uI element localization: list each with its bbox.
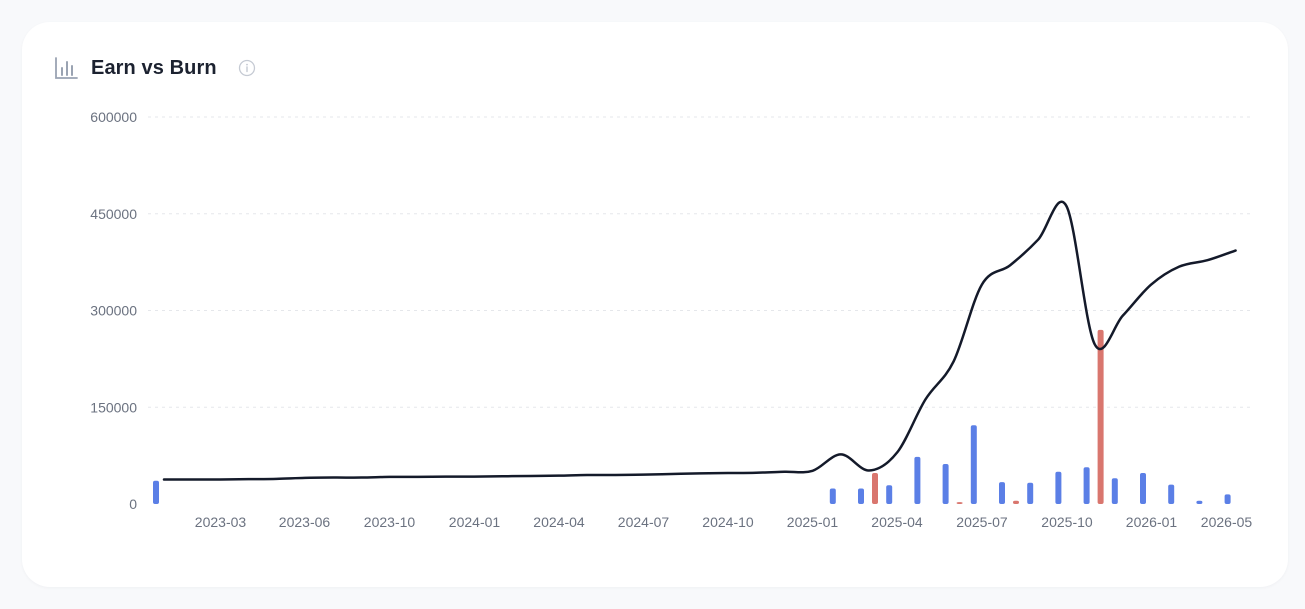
earn-bar bbox=[970, 425, 977, 504]
x-tick-label: 2024-10 bbox=[702, 514, 754, 530]
burn-bar bbox=[956, 502, 963, 504]
burn-bar bbox=[1097, 329, 1104, 504]
y-axis-ticks: 0 150000 300000 450000 600000 bbox=[90, 109, 137, 512]
earn-bar bbox=[829, 488, 836, 504]
y-tick-label: 450000 bbox=[90, 206, 137, 222]
card-header: Earn vs Burn bbox=[54, 56, 256, 80]
x-tick-label: 2024-04 bbox=[533, 514, 585, 530]
x-tick-label: 2023-03 bbox=[195, 514, 247, 530]
grid-lines bbox=[148, 116, 1250, 408]
earn-bar bbox=[914, 456, 921, 504]
x-tick-label: 2025-10 bbox=[1041, 514, 1093, 530]
x-tick-label: 2025-04 bbox=[871, 514, 923, 530]
earn-bar bbox=[153, 480, 159, 504]
earn-bar bbox=[999, 482, 1005, 504]
earn-bar bbox=[1083, 467, 1090, 504]
earn-bar bbox=[858, 488, 864, 504]
y-tick-label: 300000 bbox=[90, 303, 137, 319]
x-tick-label: 2025-07 bbox=[956, 514, 1008, 530]
x-axis-ticks: 2023-03 2023-06 2023-10 2024-01 2024-04 2024-… bbox=[195, 514, 1253, 530]
burn-bar bbox=[872, 473, 878, 504]
x-tick-label: 2024-07 bbox=[618, 514, 670, 530]
earn-bar bbox=[1111, 478, 1118, 504]
x-tick-label: 2023-10 bbox=[364, 514, 416, 530]
y-tick-label: 150000 bbox=[90, 399, 137, 415]
earn-bar bbox=[1027, 482, 1034, 504]
x-tick-label: 2023-06 bbox=[279, 514, 331, 530]
earn-bar bbox=[886, 485, 893, 504]
y-tick-label: 600000 bbox=[90, 109, 137, 125]
earn-bar bbox=[1196, 500, 1203, 504]
earn-bar bbox=[1224, 494, 1231, 504]
earn-bar bbox=[942, 464, 949, 504]
earn-vs-burn-card: Earn vs Burn bbox=[22, 22, 1288, 587]
earn-bar bbox=[1168, 484, 1175, 504]
info-icon[interactable] bbox=[238, 59, 256, 77]
line-series bbox=[162, 200, 1237, 481]
bar-chart-icon bbox=[54, 56, 78, 80]
burn-bar bbox=[1013, 500, 1019, 504]
x-tick-label: 2026-01 bbox=[1126, 514, 1178, 530]
cumulative-line bbox=[162, 200, 1237, 481]
bars bbox=[153, 329, 1231, 504]
x-tick-label: 2025-01 bbox=[787, 514, 839, 530]
x-tick-label: 2024-01 bbox=[449, 514, 501, 530]
earn-bar bbox=[1055, 471, 1062, 504]
x-tick-label: 2026-05 bbox=[1201, 514, 1253, 530]
earn-bar bbox=[1140, 473, 1146, 504]
chart-title: Earn vs Burn bbox=[91, 56, 217, 79]
y-tick-label: 0 bbox=[129, 496, 137, 512]
